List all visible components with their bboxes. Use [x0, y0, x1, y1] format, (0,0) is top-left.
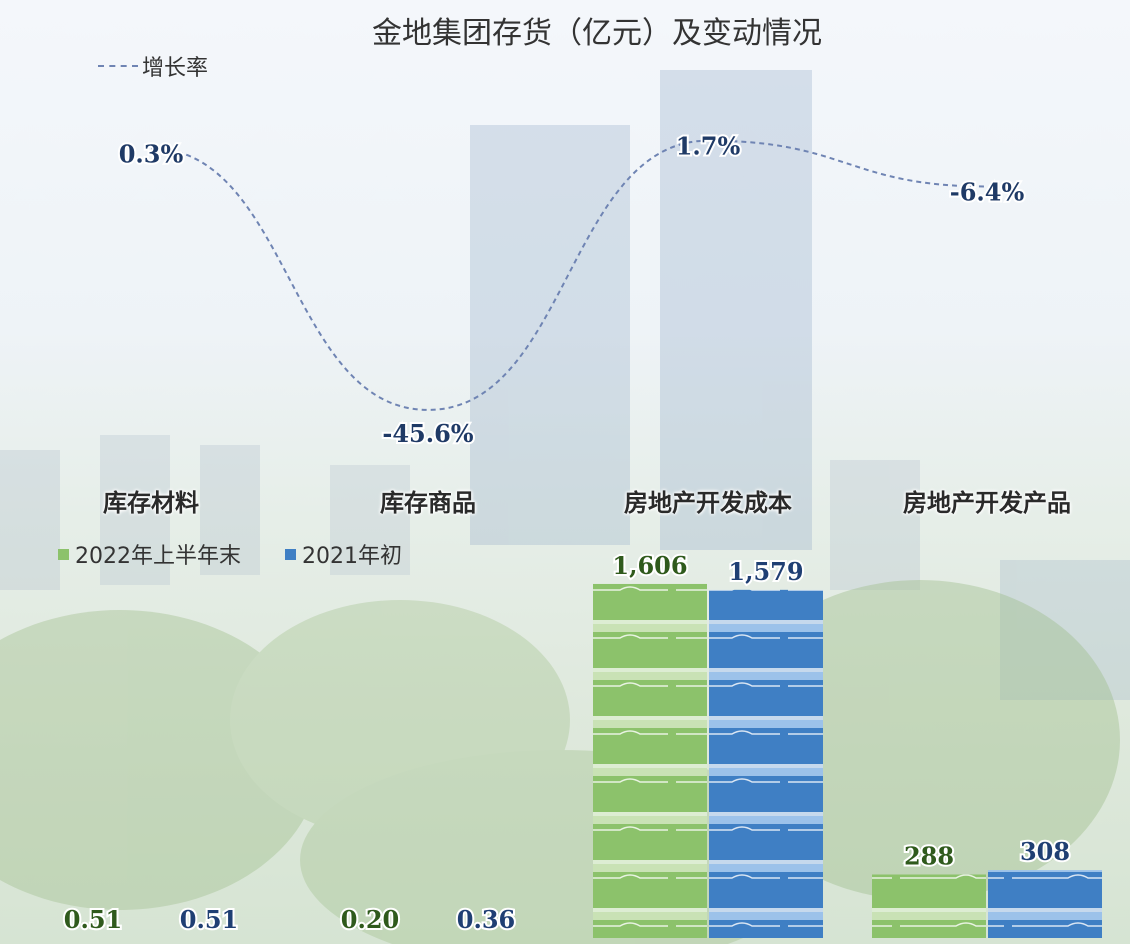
- category-label-4: 房地产开发产品: [903, 488, 1071, 517]
- legend-item-2022h1: 2022年上半年末: [58, 538, 241, 570]
- legend-label-2022h1: 2022年上半年末: [75, 544, 241, 569]
- legend-swatch-green: [58, 548, 69, 560]
- bar-2022h1-3: [593, 583, 707, 938]
- legend-swatch-blue: [285, 548, 296, 560]
- bar-value-label: 0.36: [457, 905, 515, 934]
- bar-value-label: 308: [1020, 837, 1070, 866]
- growth-rate-label: 0.3%: [119, 139, 184, 168]
- bar-2021-3: [709, 589, 823, 938]
- bar-value-label: 288: [904, 841, 954, 870]
- legend-label-2021: 2021年初: [302, 544, 402, 569]
- legend-growth-rate-label: 增长率: [142, 56, 209, 81]
- category-label-2: 库存商品: [380, 488, 476, 517]
- legend-growth-rate: 增长率: [98, 52, 209, 81]
- chart-title: 金地集团存货（亿元）及变动情况: [372, 16, 822, 51]
- growth-rate-label: -45.6%: [382, 419, 473, 448]
- category-label-1: 库存材料: [103, 488, 199, 517]
- growth-rate-label: -6.4%: [950, 177, 1025, 206]
- bar-value-label: 0.20: [341, 905, 399, 934]
- bar-2021-4: [988, 870, 1102, 938]
- growth-rate-line: [150, 139, 988, 411]
- growth-rate-label: 1.7%: [676, 132, 741, 161]
- bar-value-label: 0.51: [64, 905, 122, 934]
- bar-legend: 2022年上半年末 2021年初: [58, 538, 438, 570]
- category-label-3: 房地产开发成本: [624, 488, 792, 517]
- legend-item-2021: 2021年初: [285, 538, 402, 570]
- bar-value-label: 0.51: [180, 905, 238, 934]
- dashed-line-swatch: [98, 65, 138, 67]
- bar-value-label: 1,579: [728, 557, 803, 586]
- bar-2022h1-4: [872, 874, 986, 938]
- bar-value-label: 1,606: [612, 551, 687, 580]
